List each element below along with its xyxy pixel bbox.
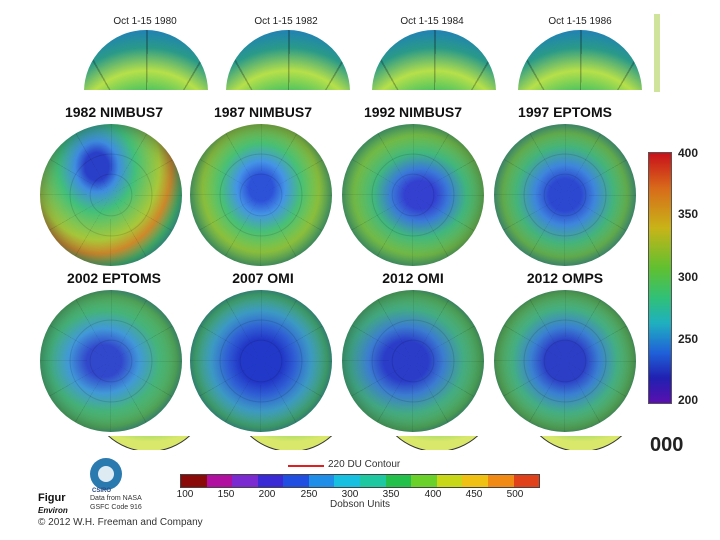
ozone-globe-2007 bbox=[190, 290, 332, 432]
top-title-1984: Oct 1-15 1984 bbox=[400, 16, 464, 27]
ozone-globe-2012-omps bbox=[494, 290, 636, 432]
ozone-globe-1982 bbox=[40, 124, 182, 266]
contour-label: 220 DU Contour bbox=[328, 459, 401, 470]
environ-label: Environ bbox=[38, 506, 68, 515]
copyright: © 2012 W.H. Freeman and Company bbox=[38, 517, 203, 528]
top-title-1986: Oct 1-15 1986 bbox=[548, 16, 612, 27]
scale-segment bbox=[283, 475, 309, 487]
top-globe-1984 bbox=[372, 30, 496, 90]
data-source-line-1: Data from NASA bbox=[90, 495, 142, 502]
panel-title-2007: 2007 OMI bbox=[232, 270, 294, 286]
colorbar-label-300: 300 bbox=[678, 270, 699, 284]
scale-segment bbox=[487, 475, 514, 487]
panel-title-2012-omps: 2012 OMPS bbox=[526, 270, 604, 286]
panel-title-1997: 1997 EPTOMS bbox=[518, 104, 612, 120]
dobson-scale-bar bbox=[180, 474, 540, 488]
scale-segment bbox=[206, 475, 233, 487]
panel-title-1992: 1992 NIMBUS7 bbox=[363, 104, 463, 120]
csiro-logo-text: CSIRO bbox=[92, 488, 112, 494]
scale-segment bbox=[232, 475, 258, 487]
bottom-arc-1 bbox=[88, 436, 208, 450]
panel-title-1987: 1987 NIMBUS7 bbox=[213, 104, 313, 120]
green-strip bbox=[654, 14, 660, 92]
scale-tick-300: 300 bbox=[341, 489, 359, 500]
partial-year-text: 000 bbox=[650, 434, 684, 456]
scale-segment bbox=[360, 475, 386, 487]
figure-label: Figur bbox=[38, 492, 66, 504]
scale-segment bbox=[385, 475, 412, 487]
scale-segment bbox=[513, 475, 540, 487]
data-source-line-2: GSFC Code 916 bbox=[90, 504, 142, 511]
ozone-globe-1997 bbox=[494, 124, 636, 266]
colorbar-label-250: 250 bbox=[678, 332, 699, 346]
scale-segment bbox=[308, 475, 335, 487]
scale-tick-400: 400 bbox=[424, 489, 442, 500]
scale-tick-200: 200 bbox=[258, 489, 276, 500]
ozone-globe-1992 bbox=[342, 124, 484, 266]
bottom-arc-4 bbox=[520, 436, 640, 450]
ozone-colorbar bbox=[648, 152, 672, 404]
scale-tick-350: 350 bbox=[382, 489, 400, 500]
ozone-globe-2002 bbox=[40, 290, 182, 432]
scale-segment bbox=[411, 475, 437, 487]
colorbar-label-200: 200 bbox=[678, 393, 699, 407]
scale-segment bbox=[462, 475, 488, 487]
panel-title-2002: 2002 EPTOMS bbox=[67, 270, 161, 286]
bottom-arc-3 bbox=[376, 436, 496, 450]
csiro-logo bbox=[90, 458, 122, 490]
panel-title-1982: 1982 NIMBUS7 bbox=[64, 104, 164, 120]
top-globe-1986 bbox=[518, 30, 642, 90]
top-title-1982: Oct 1-15 1982 bbox=[254, 16, 318, 27]
top-title-1980: Oct 1-15 1980 bbox=[113, 16, 177, 27]
contour-line bbox=[288, 465, 324, 467]
top-globe-1982 bbox=[226, 30, 350, 90]
colorbar-label-350: 350 bbox=[678, 207, 699, 221]
colorbar-label-400: 400 bbox=[678, 146, 699, 160]
scale-segment bbox=[181, 475, 207, 487]
scale-tick-100: 100 bbox=[176, 489, 194, 500]
top-globe-1980 bbox=[84, 30, 208, 90]
scale-tick-150: 150 bbox=[217, 489, 235, 500]
ozone-globe-1987 bbox=[190, 124, 332, 266]
scale-segment bbox=[334, 475, 361, 487]
scale-segment bbox=[436, 475, 463, 487]
bottom-arc-2 bbox=[230, 436, 350, 450]
scale-tick-500: 500 bbox=[506, 489, 524, 500]
scale-tick-250: 250 bbox=[300, 489, 318, 500]
scale-tick-450: 450 bbox=[465, 489, 483, 500]
panel-title-2012-omi: 2012 OMI bbox=[382, 270, 444, 286]
scale-segment bbox=[257, 475, 284, 487]
dobson-units-label: Dobson Units bbox=[330, 499, 391, 510]
ozone-globe-2012-omi bbox=[342, 290, 484, 432]
